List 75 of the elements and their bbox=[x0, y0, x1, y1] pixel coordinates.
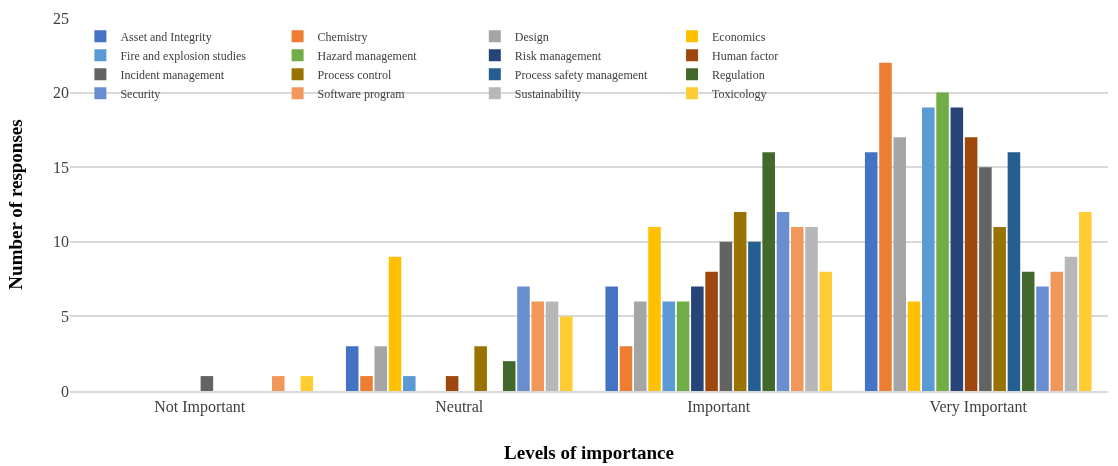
legend-label: Toxicology bbox=[712, 86, 767, 101]
bar bbox=[676, 301, 690, 391]
bar bbox=[790, 226, 804, 391]
legend-label: Software program bbox=[317, 86, 406, 101]
legend-label: Chemistry bbox=[317, 29, 368, 44]
bar bbox=[633, 301, 647, 391]
bar bbox=[936, 92, 949, 391]
x-tick-label: Neutral bbox=[435, 398, 484, 416]
bar bbox=[545, 301, 559, 391]
legend-label: Human factor bbox=[712, 48, 779, 63]
bar bbox=[1050, 271, 1064, 391]
bar bbox=[964, 137, 978, 391]
bar bbox=[560, 316, 573, 391]
bar bbox=[950, 107, 964, 391]
y-axis-title: Number of responses bbox=[5, 119, 26, 290]
y-tick-label: 25 bbox=[53, 9, 69, 27]
legend-label: Fire and explosion studies bbox=[120, 48, 247, 63]
bar bbox=[474, 346, 487, 391]
x-axis-title: Levels of importance bbox=[504, 442, 674, 463]
bar bbox=[662, 301, 676, 391]
bar bbox=[605, 286, 618, 391]
bar bbox=[345, 346, 359, 391]
bar bbox=[300, 376, 314, 391]
y-tick-label: 20 bbox=[53, 84, 69, 102]
x-tick-label: Important bbox=[687, 398, 751, 417]
bar bbox=[271, 376, 285, 391]
legend-label: Asset and Integrity bbox=[120, 29, 212, 44]
legend-label: Hazard management bbox=[317, 48, 418, 63]
bar bbox=[1021, 271, 1035, 391]
bar bbox=[691, 286, 704, 391]
bar bbox=[403, 376, 416, 391]
y-tick-label: 0 bbox=[61, 382, 69, 400]
y-tick-label: 5 bbox=[61, 308, 69, 325]
bar bbox=[762, 152, 775, 391]
bar bbox=[805, 226, 818, 391]
bar bbox=[719, 241, 733, 391]
legend-label: Incident management bbox=[120, 67, 225, 82]
bar bbox=[1036, 286, 1049, 391]
bar bbox=[776, 211, 790, 391]
legend-label: Security bbox=[120, 86, 161, 101]
bar bbox=[1007, 152, 1021, 391]
x-tick-label: Not Important bbox=[154, 398, 246, 417]
legend-label: Economics bbox=[712, 29, 766, 44]
bar bbox=[360, 376, 373, 391]
bar bbox=[374, 346, 388, 391]
bar bbox=[502, 361, 516, 391]
bar bbox=[648, 226, 661, 391]
bar bbox=[388, 256, 402, 391]
bar bbox=[705, 271, 718, 391]
bar bbox=[993, 226, 1006, 391]
bar bbox=[517, 286, 530, 391]
legend-label: Sustainability bbox=[514, 86, 581, 101]
bar bbox=[922, 107, 935, 391]
bar bbox=[864, 152, 878, 391]
y-tick-label: 10 bbox=[53, 233, 69, 251]
bar bbox=[200, 376, 214, 391]
bar bbox=[979, 167, 992, 391]
bar bbox=[619, 346, 633, 391]
bar bbox=[748, 241, 761, 391]
bar bbox=[531, 301, 545, 391]
bar bbox=[1079, 211, 1092, 391]
x-tick-label: Very Important bbox=[929, 398, 1028, 417]
legend-label: Design bbox=[514, 29, 549, 44]
legend-label: Process safety management bbox=[514, 67, 649, 82]
bar bbox=[1064, 256, 1078, 391]
legend-label: Risk management bbox=[514, 48, 602, 63]
bar bbox=[733, 211, 747, 391]
bar bbox=[907, 301, 921, 391]
legend-label: Regulation bbox=[712, 67, 765, 82]
bar bbox=[819, 271, 833, 391]
bar bbox=[879, 62, 892, 391]
y-tick-label: 15 bbox=[53, 158, 69, 176]
bar bbox=[445, 376, 459, 391]
bar bbox=[893, 137, 907, 391]
legend-label: Process control bbox=[317, 67, 392, 82]
